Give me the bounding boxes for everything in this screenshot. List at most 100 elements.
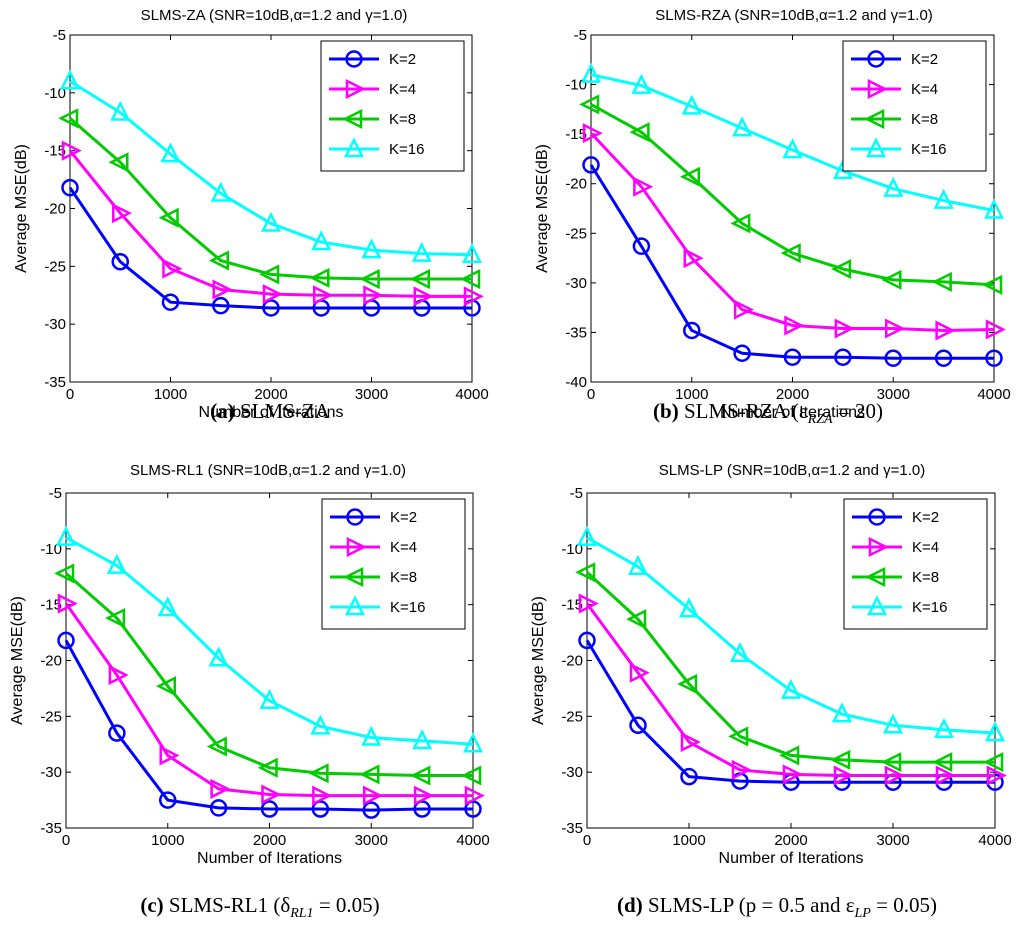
- series-K=4: [61, 140, 484, 307]
- data-point: [784, 315, 805, 336]
- caption-label: (a): [210, 399, 235, 423]
- data-point: [884, 765, 905, 786]
- data-point: [882, 713, 904, 734]
- data-point: [733, 299, 754, 320]
- data-point: [461, 242, 483, 264]
- series-line: [585, 639, 995, 784]
- data-point: [209, 799, 228, 817]
- caption-label: (d): [617, 893, 643, 917]
- data-point: [884, 349, 902, 367]
- data-point: [206, 736, 227, 757]
- data-point: [677, 673, 698, 694]
- series-line: [585, 571, 995, 764]
- data-point: [260, 211, 282, 232]
- series-line: [590, 103, 995, 287]
- data-point: [413, 286, 434, 307]
- data-point: [575, 562, 596, 583]
- x-tick-label: 4000: [456, 832, 489, 849]
- data-point: [833, 765, 854, 786]
- data-point: [162, 258, 183, 279]
- data-point: [985, 319, 1006, 340]
- caption-value: = 20): [833, 399, 883, 423]
- y-tick-label: -5: [574, 27, 587, 44]
- y-tick-label: -35: [565, 324, 587, 341]
- y-tick-label: -25: [40, 708, 62, 725]
- data-point: [678, 597, 700, 618]
- data-point: [582, 156, 600, 174]
- data-point: [359, 269, 380, 290]
- x-axis-label: Number of Iterations: [719, 850, 864, 867]
- data-point: [57, 631, 75, 650]
- data-point: [210, 181, 231, 202]
- data-point: [680, 731, 701, 753]
- data-point: [782, 138, 803, 159]
- y-tick-label: -20: [44, 201, 66, 218]
- data-point: [110, 100, 131, 121]
- data-point: [629, 122, 650, 143]
- data-point: [885, 318, 906, 339]
- data-point: [155, 676, 176, 697]
- legend-entry: K=2: [390, 509, 417, 526]
- data-point: [61, 140, 82, 161]
- data-point: [461, 765, 482, 786]
- x-tick-label: 1000: [675, 386, 708, 403]
- data-point: [311, 800, 330, 818]
- data-point: [783, 348, 802, 366]
- legend-swatch-marker: [865, 566, 886, 588]
- y-tick-label: -20: [40, 653, 62, 670]
- data-point: [55, 525, 77, 546]
- chart-title: SLMS-RL1 (SNR=10dB,α=1.2 and γ=1.0): [130, 462, 406, 479]
- data-point: [111, 252, 129, 271]
- data-point: [733, 344, 751, 362]
- legend-swatch-marker: [345, 50, 363, 68]
- data-point: [782, 764, 803, 785]
- series-K=8: [58, 108, 481, 290]
- y-tick-label: -30: [565, 275, 587, 292]
- data-point: [629, 662, 650, 683]
- data-point: [728, 726, 749, 747]
- legend-entry: K=4: [912, 539, 939, 556]
- y-tick-label: -15: [565, 126, 587, 143]
- legend-box: [842, 40, 987, 172]
- data-point: [208, 250, 229, 271]
- data-point: [259, 264, 280, 285]
- data-point: [411, 241, 432, 262]
- series-line: [586, 536, 996, 735]
- series-line: [64, 639, 473, 812]
- x-tick-label: 0: [583, 832, 591, 849]
- legend-swatch-marker: [866, 595, 888, 616]
- x-tick-label: 1000: [151, 832, 184, 849]
- data-point: [579, 94, 600, 115]
- data-point: [410, 765, 431, 786]
- y-axis-label: Average MSE(dB): [9, 596, 26, 725]
- data-point: [731, 759, 752, 780]
- legend-entry: K=16: [389, 141, 424, 158]
- data-point: [412, 729, 433, 750]
- series-line: [589, 164, 994, 360]
- series-line: [68, 186, 472, 310]
- data-point: [308, 763, 329, 784]
- data-point: [460, 269, 481, 290]
- data-point: [633, 176, 654, 197]
- legend-swatch-marker: [867, 50, 885, 68]
- legend: K=2 K=4 K=8 K=16: [321, 498, 466, 630]
- data-point: [883, 176, 904, 197]
- data-point: [831, 258, 852, 279]
- legend-entry: K=16: [390, 599, 425, 616]
- data-point: [463, 286, 484, 307]
- data-point: [935, 320, 956, 341]
- y-tick-label: -5: [53, 27, 66, 44]
- data-point: [409, 269, 430, 290]
- x-tick-label: 0: [66, 386, 74, 403]
- series-K=4: [578, 593, 1007, 786]
- legend-swatch-marker: [346, 536, 367, 558]
- data-point: [361, 238, 382, 259]
- series-line: [69, 117, 472, 281]
- data-point: [212, 279, 233, 300]
- y-tick-label: -35: [40, 820, 62, 837]
- data-point: [54, 563, 75, 584]
- data-point: [259, 688, 280, 709]
- y-tick-label: -20: [561, 653, 583, 670]
- data-point: [108, 664, 129, 686]
